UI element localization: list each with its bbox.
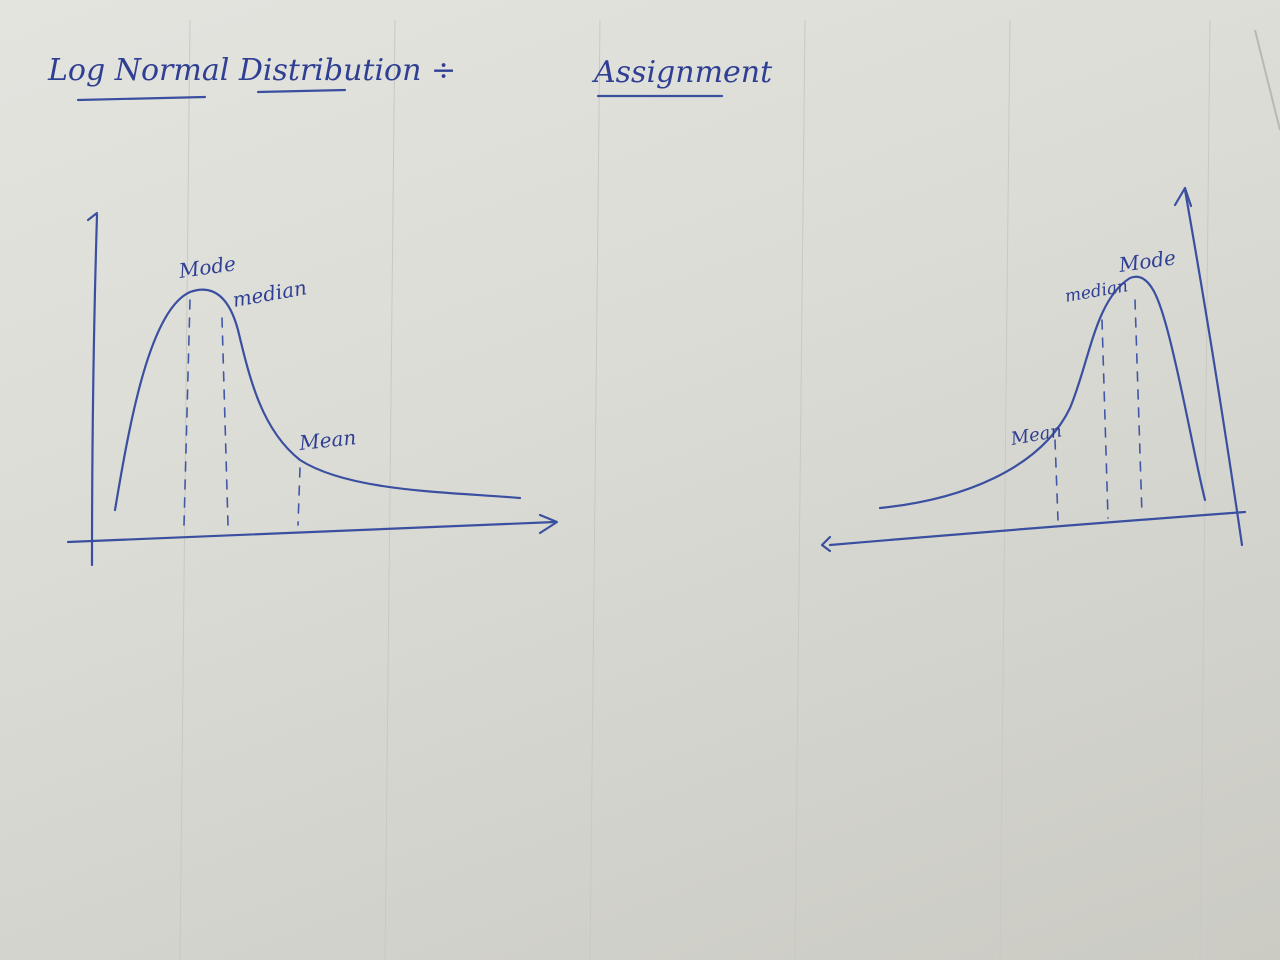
- right-mode-label: Mode: [1116, 245, 1177, 277]
- left-median-line: [222, 318, 228, 525]
- right-x-axis-arrow: [822, 537, 830, 551]
- right-median-line: [1102, 320, 1108, 518]
- right-mean-line: [1055, 440, 1058, 520]
- left-x-axis-arrow: [540, 515, 557, 533]
- left-y-axis: [92, 215, 97, 565]
- left-mode-label: Mode: [176, 251, 237, 283]
- right-curve: [880, 277, 1205, 508]
- left-x-axis: [68, 522, 555, 542]
- title-left-underline: [78, 97, 205, 100]
- right-x-axis: [830, 512, 1245, 545]
- left-mean-line: [298, 468, 300, 525]
- title-left-underline-2: [258, 90, 345, 92]
- title-right: Assignment: [591, 55, 773, 90]
- right-median-label: median: [1063, 276, 1129, 307]
- left-y-axis-arrow: [88, 213, 97, 220]
- left-mean-label: Mean: [297, 425, 357, 455]
- page-edge: [1255, 30, 1280, 130]
- right-graph: Mode median Mean: [822, 188, 1245, 551]
- right-y-axis: [1185, 190, 1242, 545]
- left-curve: [115, 290, 520, 510]
- left-graph: Mode median Mean: [68, 213, 557, 565]
- right-y-axis-arrow: [1175, 188, 1191, 206]
- left-median-label: median: [231, 275, 309, 312]
- page-rules: [180, 20, 1210, 960]
- right-mode-line: [1135, 300, 1142, 515]
- title-left: Log Normal Distribution ÷: [47, 53, 456, 88]
